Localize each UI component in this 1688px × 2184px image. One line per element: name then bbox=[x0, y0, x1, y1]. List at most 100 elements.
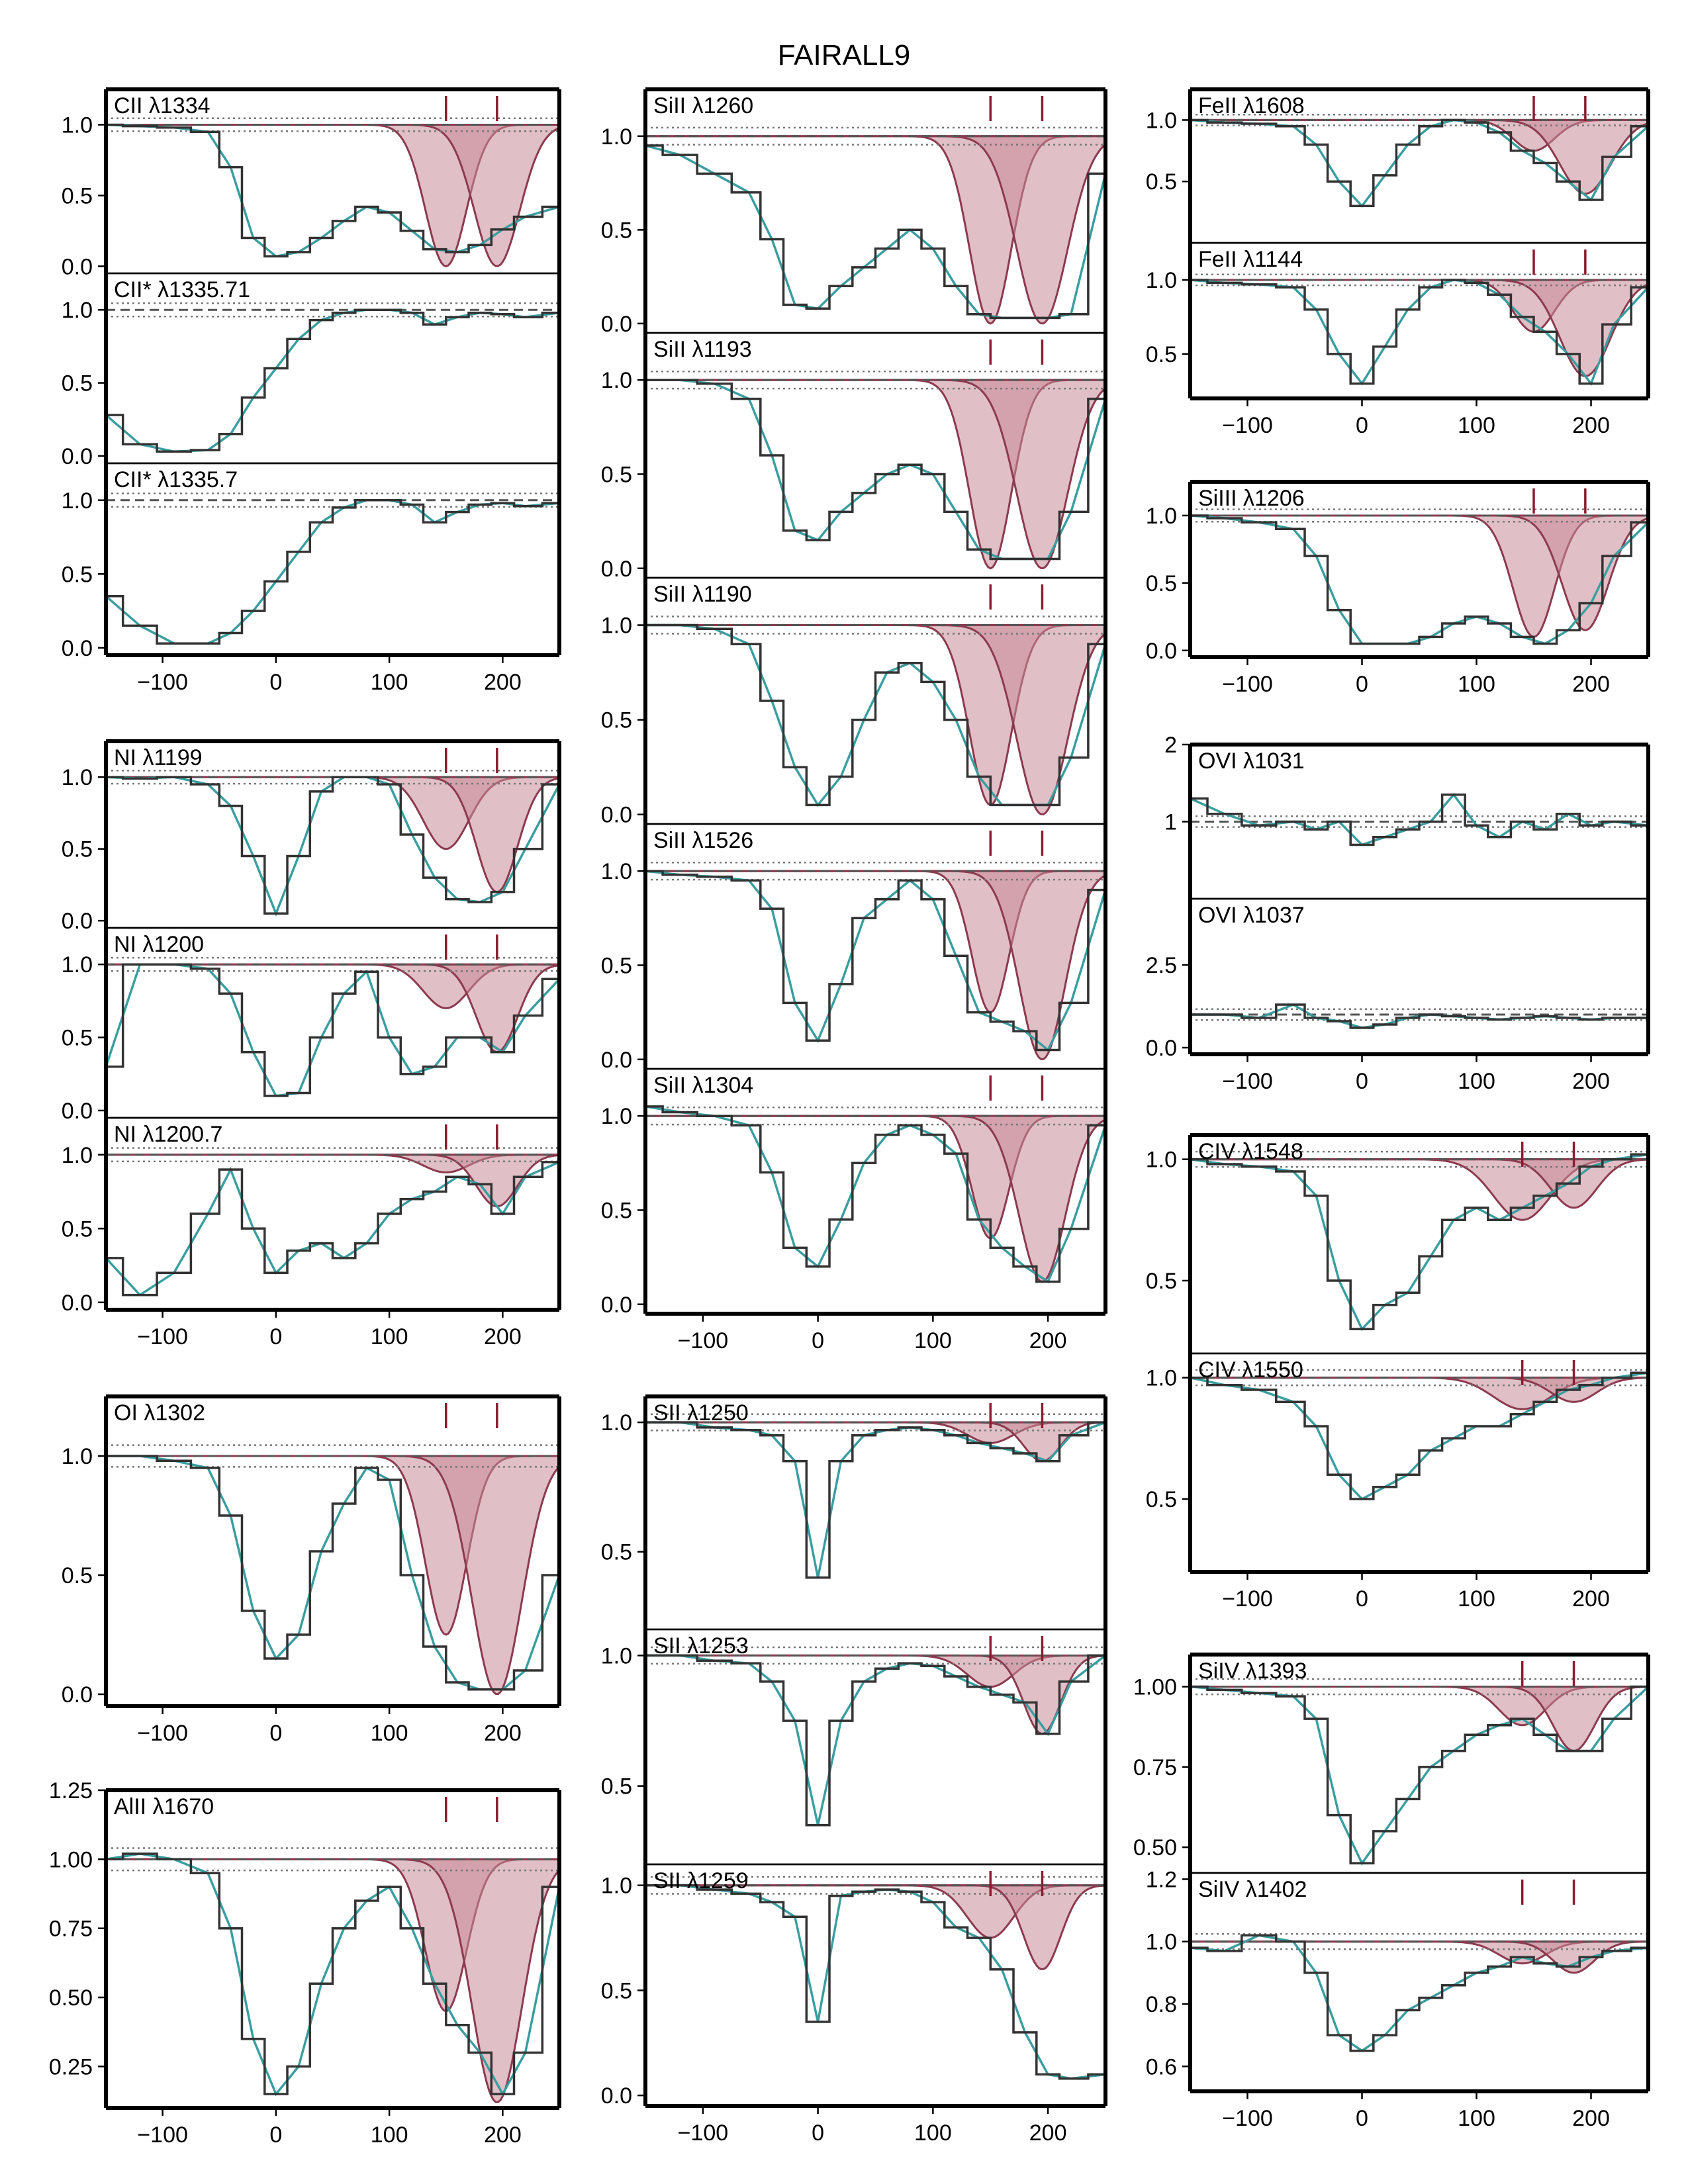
data-step-line bbox=[1190, 118, 1648, 208]
data-step-line bbox=[106, 308, 559, 453]
y-tick-label: 1.25 bbox=[49, 1778, 93, 1803]
panel-cii-1335-7: 0.0 0.5 1.0 −100 0 100 200 CII* λ1335.7 bbox=[62, 462, 561, 695]
plot-area bbox=[1190, 1150, 1648, 1332]
y-tick-label: 1.0 bbox=[601, 124, 632, 150]
y-tick-label: 0.5 bbox=[601, 1198, 632, 1223]
data-step-line bbox=[1190, 1934, 1648, 2052]
y-tick-label: 0.0 bbox=[62, 254, 93, 279]
x-tick-label: −100 bbox=[1222, 1069, 1273, 1094]
y-tick-label: 1.0 bbox=[62, 113, 93, 138]
plot-area bbox=[106, 770, 559, 917]
panel-ni-1200-7: 0.0 0.5 1.0 −100 0 100 200 NI λ1200.7 bbox=[62, 1116, 561, 1349]
panel-label: SiII λ1190 bbox=[653, 582, 752, 607]
x-tick-label: −100 bbox=[678, 2120, 729, 2146]
panel-label: NI λ1199 bbox=[114, 745, 203, 770]
data-step-line bbox=[645, 870, 1105, 1052]
panel-siiv-1393: 0.50 0.75 1.00 SiIV λ1393 bbox=[1133, 1653, 1650, 1874]
y-tick-label: 0.75 bbox=[49, 1917, 93, 1942]
panel-label: SiII λ1193 bbox=[653, 337, 752, 362]
data-step-line bbox=[1190, 793, 1648, 846]
x-tick-label: 100 bbox=[914, 2120, 952, 2146]
x-tick-label: 200 bbox=[1572, 1069, 1610, 1094]
data-step-line bbox=[106, 1161, 559, 1297]
x-tick-label: 100 bbox=[1458, 672, 1495, 697]
x-tick-label: 100 bbox=[1458, 1586, 1495, 1612]
y-tick-label: 1.2 bbox=[1146, 1867, 1177, 1892]
panel-civ-1548: 0.5 1.0 CIV λ1548 bbox=[1146, 1133, 1650, 1355]
panel-label: SiII λ1526 bbox=[653, 828, 753, 853]
data-step-line bbox=[645, 144, 1105, 320]
x-tick-label: 100 bbox=[371, 1721, 408, 1746]
panel-feii-1144: 0.5 1.0 −100 0 100 200 FeII λ1144 bbox=[1146, 242, 1650, 438]
panel-cii-1335-71: 0.0 0.5 1.0 CII* λ1335.71 bbox=[62, 272, 561, 469]
x-tick-label: 0 bbox=[1356, 1069, 1368, 1094]
panel-siii-1526: 0.0 0.5 1.0 SiII λ1526 bbox=[601, 823, 1107, 1073]
plot-area bbox=[645, 1413, 1105, 1579]
y-tick-label: 0.5 bbox=[601, 708, 632, 733]
data-step-line bbox=[645, 1421, 1105, 1579]
x-tick-label: 100 bbox=[371, 670, 408, 695]
plot-area bbox=[1190, 508, 1648, 645]
y-tick-label: 1.0 bbox=[62, 952, 93, 978]
panel-label: FeII λ1144 bbox=[1198, 247, 1303, 272]
y-tick-label: 0.0 bbox=[62, 636, 93, 661]
y-tick-label: 0.5 bbox=[62, 1026, 93, 1051]
y-tick-label: 1.0 bbox=[1146, 1930, 1177, 1955]
panel-label: NI λ1200.7 bbox=[114, 1122, 222, 1147]
y-tick-label: 0.5 bbox=[62, 837, 93, 862]
panel-sii-1253: 0.5 1.0 SII λ1253 bbox=[601, 1628, 1107, 1866]
y-tick-label: 1.0 bbox=[62, 1143, 93, 1168]
x-tick-label: 100 bbox=[1458, 1069, 1495, 1094]
y-tick-label: 0.50 bbox=[49, 1985, 93, 2011]
component-1 bbox=[106, 1455, 559, 1696]
data-step-line bbox=[106, 1852, 559, 2095]
x-tick-label: 0 bbox=[812, 2120, 824, 2146]
panel-label: SII λ1253 bbox=[653, 1633, 749, 1659]
y-tick-label: 0.5 bbox=[1146, 169, 1177, 195]
data-step-line bbox=[106, 963, 559, 1097]
y-tick-label: 0.75 bbox=[1133, 1755, 1177, 1780]
panel-sii-1250: 0.5 1.0 SII λ1250 bbox=[601, 1394, 1107, 1631]
plot-area bbox=[106, 117, 559, 267]
panel-label: SiII λ1304 bbox=[653, 1073, 753, 1098]
data-step-line bbox=[1190, 1371, 1648, 1500]
y-tick-label: 0.5 bbox=[1146, 342, 1177, 367]
y-tick-label: 2 bbox=[1164, 733, 1177, 758]
x-tick-label: 200 bbox=[484, 670, 522, 695]
x-tick-label: −100 bbox=[1222, 1586, 1273, 1612]
y-tick-label: 0.0 bbox=[62, 1682, 93, 1707]
component-1 bbox=[645, 1884, 1105, 1970]
y-tick-label: 0.5 bbox=[62, 183, 93, 208]
x-tick-label: 200 bbox=[484, 2122, 522, 2148]
y-tick-label: 0.0 bbox=[62, 1291, 93, 1316]
x-tick-label: −100 bbox=[137, 670, 188, 695]
x-tick-label: 200 bbox=[1572, 1586, 1610, 1612]
y-tick-label: 0.5 bbox=[601, 1978, 632, 2003]
panel-label: SiIII λ1206 bbox=[1198, 486, 1305, 511]
y-tick-label: 0.0 bbox=[601, 2083, 632, 2109]
y-tick-label: 0.6 bbox=[1146, 2054, 1177, 2079]
model-line bbox=[106, 308, 559, 453]
data-step-line bbox=[645, 1105, 1105, 1283]
plot-area bbox=[1190, 1678, 1648, 1866]
y-tick-label: 0.0 bbox=[62, 444, 93, 469]
plot-area bbox=[106, 956, 559, 1097]
panel-label: OVI λ1031 bbox=[1198, 749, 1305, 774]
component-1 bbox=[1190, 1686, 1648, 1752]
plot-area bbox=[106, 492, 559, 645]
panel-oi-1302: 0.0 0.5 1.0 −100 0 100 200 OI λ1302 bbox=[62, 1394, 561, 1746]
panel-label: SiIV λ1393 bbox=[1198, 1659, 1307, 1684]
panel-siii-1260: 0.0 0.5 1.0 SiII λ1260 bbox=[601, 87, 1107, 337]
y-tick-label: 0.25 bbox=[49, 2054, 93, 2079]
plot-area bbox=[106, 1147, 559, 1297]
y-tick-label: 1.0 bbox=[601, 1874, 632, 1899]
plot-area bbox=[1190, 792, 1648, 846]
y-tick-label: 0.0 bbox=[601, 312, 632, 337]
x-tick-label: 200 bbox=[1572, 2106, 1610, 2131]
y-tick-label: 1.0 bbox=[62, 1444, 93, 1469]
data-step-line bbox=[645, 1884, 1105, 2080]
y-tick-label: 1.00 bbox=[49, 1847, 93, 1872]
y-tick-label: 1.0 bbox=[62, 765, 93, 790]
